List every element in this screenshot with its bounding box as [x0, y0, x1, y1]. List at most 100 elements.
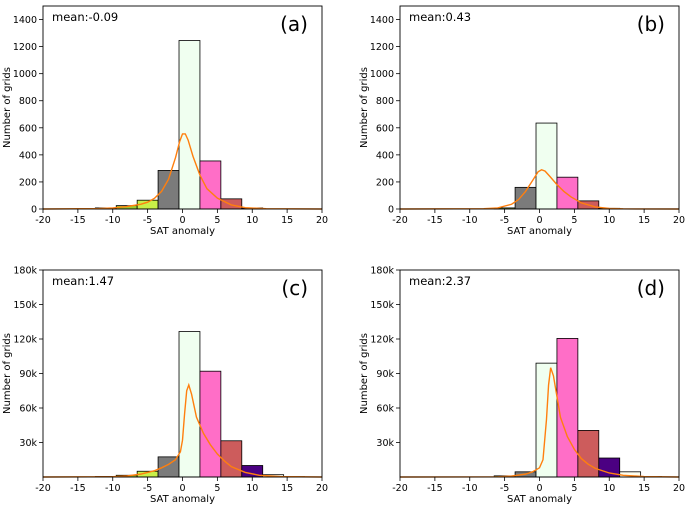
- y-tick-label: 1000: [13, 69, 37, 80]
- x-tick-label: 5: [214, 483, 220, 494]
- hist-bar: [157, 170, 180, 210]
- x-axis-label: SAT anomaly: [507, 494, 572, 505]
- x-tick-label: 5: [214, 215, 220, 226]
- x-tick-label: 15: [281, 483, 293, 494]
- y-tick-label: 30k: [376, 438, 394, 449]
- x-tick-label: 20: [673, 215, 685, 226]
- y-tick-label: 120k: [370, 335, 394, 346]
- y-axis-label: Number of grids: [2, 67, 13, 148]
- hist-bar: [556, 338, 579, 478]
- mean-annotation: mean:1.47: [52, 274, 114, 288]
- kde-line: [399, 168, 680, 210]
- x-tick-label: -15: [70, 215, 86, 226]
- x-axis-label: SAT anomaly: [507, 226, 572, 237]
- x-tick-label: -20: [392, 483, 408, 494]
- x-tick-label: -10: [105, 483, 121, 494]
- panel-a: -20 -15 -10 -5 0 5 10 15 20020040060080010001200…: [2, 5, 328, 237]
- hist-bar: [199, 160, 222, 210]
- x-tick-label: 20: [316, 215, 328, 226]
- x-tick-label: 5: [571, 483, 577, 494]
- y-axis-label: Number of grids: [359, 67, 370, 148]
- x-tick-label: 15: [281, 215, 293, 226]
- panel-c: -20 -15 -10 -5 0 5 10 15 20 30k 60k 90k 120k 150k 180k…: [2, 266, 328, 505]
- y-tick-label: 60k: [376, 404, 394, 415]
- y-tick-label: 150k: [13, 300, 37, 311]
- y-tick-label: 200: [376, 177, 394, 188]
- x-tick-label: -5: [500, 215, 509, 226]
- mean-annotation: mean:0.43: [409, 10, 471, 24]
- kde-line: [42, 382, 323, 478]
- x-tick-label: 0: [536, 215, 542, 226]
- x-axis-label: SAT anomaly: [150, 226, 215, 237]
- panel-label: (b): [637, 12, 665, 36]
- y-tick-label: 0: [31, 205, 37, 216]
- hist-bar: [178, 331, 201, 478]
- x-tick-label: 20: [673, 483, 685, 494]
- hist-bar: [199, 370, 222, 478]
- x-tick-label: 15: [638, 483, 650, 494]
- x-tick-label: 20: [316, 483, 328, 494]
- x-axis-label: SAT anomaly: [150, 494, 215, 505]
- hist-bar: [220, 440, 243, 478]
- x-tick-label: -15: [427, 215, 443, 226]
- hist-bar: [178, 40, 201, 210]
- x-tick-label: -20: [35, 215, 51, 226]
- y-tick-label: 90k: [19, 369, 37, 380]
- x-tick-label: 0: [179, 483, 185, 494]
- x-tick-label: 10: [603, 483, 615, 494]
- hist-bar: [535, 122, 558, 210]
- y-tick-label: 180k: [13, 266, 37, 277]
- y-tick-label: 1200: [13, 42, 37, 53]
- x-tick-label: 15: [638, 215, 650, 226]
- y-tick-label: 0: [388, 205, 394, 216]
- y-tick-label: 600: [19, 123, 37, 134]
- x-tick-label: -10: [462, 215, 478, 226]
- hist-bar: [556, 176, 579, 210]
- panel-label: (d): [637, 276, 665, 300]
- x-tick-label: -5: [143, 215, 152, 226]
- y-tick-label: 180k: [370, 266, 394, 277]
- y-axis-label: Number of grids: [2, 333, 13, 414]
- y-axis-label: Number of grids: [359, 333, 370, 414]
- y-tick-label: 400: [376, 150, 394, 161]
- y-tick-label: 60k: [19, 404, 37, 415]
- panel-d: -20 -15 -10 -5 0 5 10 15 20 30k 60k 90k 120k 150k 180k…: [359, 266, 685, 505]
- x-tick-label: 0: [179, 215, 185, 226]
- y-tick-label: 90k: [376, 369, 394, 380]
- y-tick-label: 30k: [19, 438, 37, 449]
- panel-label: (c): [281, 276, 308, 300]
- mean-annotation: mean:2.37: [409, 274, 471, 288]
- x-tick-label: -20: [392, 215, 408, 226]
- x-tick-label: 10: [603, 215, 615, 226]
- x-tick-label: -5: [500, 483, 509, 494]
- panel-b: -20 -15 -10 -5 0 5 10 15 20020040060080010001200…: [359, 5, 685, 237]
- x-tick-label: 10: [246, 215, 258, 226]
- x-tick-label: 5: [571, 215, 577, 226]
- x-tick-label: -15: [427, 483, 443, 494]
- y-tick-label: 1400: [13, 15, 37, 26]
- y-tick-label: 800: [376, 96, 394, 107]
- kde-line: [399, 367, 680, 478]
- x-tick-label: -10: [462, 483, 478, 494]
- panel-label: (a): [280, 12, 308, 36]
- y-tick-label: 800: [19, 96, 37, 107]
- x-tick-label: -15: [70, 483, 86, 494]
- y-tick-label: 600: [376, 123, 394, 134]
- mean-annotation: mean:-0.09: [52, 10, 118, 24]
- x-tick-label: -20: [35, 483, 51, 494]
- y-tick-label: 1200: [370, 42, 394, 53]
- y-tick-label: 1400: [370, 15, 394, 26]
- x-tick-label: 0: [536, 483, 542, 494]
- y-tick-label: 150k: [370, 300, 394, 311]
- x-tick-label: -5: [143, 483, 152, 494]
- kde-line: [42, 133, 323, 210]
- y-tick-label: 120k: [13, 335, 37, 346]
- x-tick-label: 10: [246, 483, 258, 494]
- y-tick-label: 200: [19, 177, 37, 188]
- hist-bar: [577, 430, 600, 478]
- y-tick-label: 400: [19, 150, 37, 161]
- y-tick-label: 1000: [370, 69, 394, 80]
- x-tick-label: -10: [105, 215, 121, 226]
- hist-bar: [220, 198, 243, 210]
